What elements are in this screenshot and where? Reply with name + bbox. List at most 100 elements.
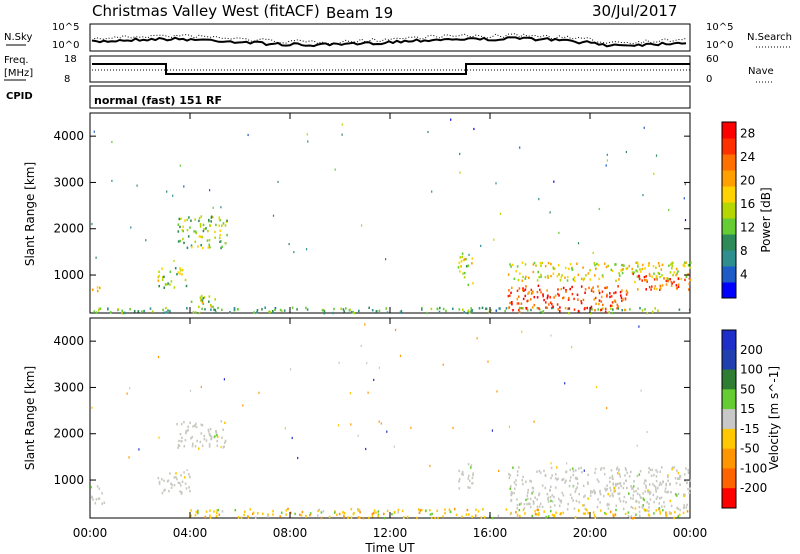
power-cell	[573, 276, 576, 279]
power-cell	[200, 244, 202, 247]
y-tick-label: 1000	[53, 268, 84, 282]
velocity-cell	[636, 492, 639, 495]
velocity-cell	[606, 484, 608, 487]
y-tick-label: 2000	[53, 222, 84, 236]
power-cell	[208, 300, 210, 303]
power-cell	[165, 311, 167, 314]
power-cell	[558, 273, 560, 276]
velocity-cell	[352, 512, 355, 516]
velocity-cell	[603, 473, 606, 476]
velocity-cell	[541, 505, 544, 509]
velocity-cell	[623, 495, 626, 499]
power-cell	[182, 225, 184, 228]
velocity-cell	[612, 477, 614, 480]
power-cell	[637, 262, 639, 266]
velocity-cell	[309, 512, 312, 515]
velocity-cell	[670, 512, 672, 515]
velocity-cell	[516, 507, 518, 510]
power-cell	[629, 308, 631, 311]
power-cell	[321, 309, 324, 312]
velocity-cell	[98, 487, 101, 490]
velocity-cell	[101, 502, 103, 505]
power-cell	[521, 261, 524, 264]
velocity-cell	[610, 469, 613, 472]
velocity-cell	[197, 509, 199, 512]
power-cell	[577, 298, 579, 301]
power-cell	[343, 310, 345, 313]
power-cell	[513, 277, 516, 280]
power-colorbar-swatch	[722, 186, 736, 203]
power-cell	[516, 302, 519, 305]
velocity-cell	[534, 512, 537, 516]
velocity-cell	[536, 498, 538, 501]
nave-tick-bottom: 0	[706, 74, 712, 85]
velocity-cell	[200, 423, 203, 426]
power-cell	[426, 311, 428, 315]
velocity-cell	[638, 325, 640, 328]
power-cell	[459, 152, 461, 155]
velocity-cell	[320, 516, 323, 520]
power-cell	[233, 308, 236, 311]
velocity-cell	[599, 490, 601, 494]
power-cell	[564, 307, 567, 310]
power-cell	[631, 267, 633, 271]
velocity-cell	[220, 446, 222, 449]
velocity-cell	[419, 509, 422, 512]
power-cell	[660, 268, 663, 271]
velocity-cell	[653, 484, 656, 488]
power-cell	[167, 309, 169, 312]
velocity-cell	[609, 476, 611, 480]
velocity-cell	[667, 479, 669, 482]
power-cell	[684, 278, 686, 282]
velocity-cell	[334, 511, 336, 514]
power-cell	[659, 288, 661, 291]
power-colorbar-swatch	[722, 122, 736, 139]
velocity-cell	[653, 512, 655, 515]
velocity-colorbar-tick: 100	[740, 363, 763, 377]
noise-search-trace	[91, 33, 687, 45]
power-cell	[643, 275, 646, 279]
nave-tick-top: 60	[706, 54, 719, 65]
velocity-cell	[371, 515, 374, 518]
velocity-cell	[597, 480, 600, 483]
power-cell	[540, 273, 542, 277]
power-cell	[537, 270, 539, 274]
velocity-cell	[625, 501, 627, 504]
power-colorbar-tick: 8	[740, 244, 748, 258]
velocity-cell	[555, 466, 558, 469]
velocity-colorbar-tick: 15	[740, 402, 755, 416]
power-cell	[190, 300, 193, 303]
power-cell	[536, 290, 539, 294]
velocity-cell	[350, 516, 353, 519]
velocity-cell	[305, 514, 307, 518]
power-cell	[332, 311, 334, 315]
power-cell	[274, 307, 277, 310]
power-cell	[198, 305, 200, 309]
velocity-cell	[512, 466, 514, 469]
velocity-cell	[180, 474, 182, 477]
power-cell	[568, 267, 570, 270]
power-cell	[459, 256, 462, 259]
power-cell	[218, 224, 220, 227]
power-cell	[323, 310, 326, 313]
power-cell	[573, 308, 576, 311]
power-cell	[649, 274, 651, 277]
power-cell	[274, 308, 276, 311]
velocity-cell	[624, 474, 626, 477]
velocity-cell	[418, 508, 420, 511]
power-cell	[688, 288, 690, 291]
power-cell	[165, 283, 168, 286]
power-cell	[166, 190, 168, 193]
velocity-cell	[584, 494, 586, 497]
power-cell	[587, 272, 590, 275]
velocity-cell	[632, 497, 634, 500]
velocity-cell	[578, 509, 580, 512]
power-cell	[606, 295, 608, 298]
power-cell	[463, 311, 465, 314]
power-cell	[567, 307, 569, 310]
power-cell	[199, 223, 202, 226]
power-cell	[530, 292, 533, 295]
velocity-cell	[189, 489, 191, 493]
velocity-cell	[661, 466, 663, 469]
frequency-tick-top: 18	[64, 54, 77, 65]
